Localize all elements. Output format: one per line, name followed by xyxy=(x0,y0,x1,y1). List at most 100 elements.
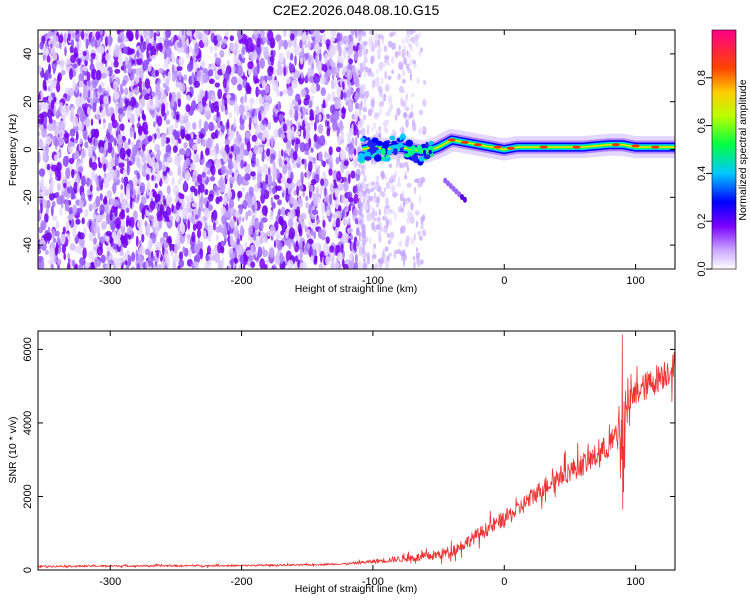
noise-speck-sparse xyxy=(368,212,372,221)
noise-speck xyxy=(99,204,105,215)
noise-speck xyxy=(184,115,188,124)
noise-speck xyxy=(120,184,124,191)
snr-series-line xyxy=(38,334,675,569)
noise-speck xyxy=(292,161,297,169)
noise-speck xyxy=(248,52,254,60)
noise-speck xyxy=(279,58,284,64)
noise-speck xyxy=(114,169,118,180)
noise-speck xyxy=(100,72,107,79)
noise-speck xyxy=(203,120,209,132)
noise-speck xyxy=(56,162,62,172)
noise-speck xyxy=(131,251,136,262)
noise-speck xyxy=(218,195,223,202)
spectrogram-signal-track xyxy=(352,128,675,203)
noise-speck xyxy=(282,164,288,174)
noise-speck xyxy=(103,163,107,173)
noise-speck xyxy=(288,238,292,250)
noise-speck xyxy=(233,55,239,65)
noise-speck xyxy=(288,227,295,240)
noise-speck xyxy=(197,184,201,195)
noise-speck xyxy=(179,83,186,93)
noise-speck xyxy=(158,68,165,74)
noise-speck xyxy=(103,176,110,182)
noise-speck xyxy=(271,201,276,210)
y-tick-label: -40 xyxy=(22,237,34,253)
noise-speck xyxy=(228,263,232,269)
noise-speck xyxy=(50,205,54,217)
noise-speck xyxy=(264,84,270,94)
noise-speck-sparse xyxy=(376,216,381,222)
noise-speck-sparse xyxy=(392,174,396,183)
noise-speck xyxy=(184,195,191,202)
noise-speck xyxy=(89,183,93,192)
noise-speck xyxy=(228,99,235,106)
noise-speck-sparse xyxy=(417,179,422,189)
track-turbulence xyxy=(428,149,432,155)
noise-speck xyxy=(112,182,117,195)
noise-speck xyxy=(177,138,182,144)
noise-speck xyxy=(107,161,112,172)
noise-speck xyxy=(317,135,320,145)
noise-speck xyxy=(347,44,354,56)
noise-speck-sparse xyxy=(421,214,426,222)
noise-speck xyxy=(148,31,155,38)
noise-speck xyxy=(124,97,129,109)
noise-speck xyxy=(109,209,113,221)
noise-speck xyxy=(51,124,54,132)
noise-speck xyxy=(47,31,54,37)
noise-speck xyxy=(70,191,75,200)
noise-speck-sparse xyxy=(385,119,390,126)
noise-speck-sparse xyxy=(384,84,390,92)
noise-speck xyxy=(248,150,253,160)
noise-speck xyxy=(334,226,339,239)
x-tick-label: -200 xyxy=(231,275,253,287)
noise-speck xyxy=(259,30,265,38)
noise-speck xyxy=(329,161,333,170)
noise-speck xyxy=(86,177,90,188)
noise-speck xyxy=(289,52,294,61)
noise-speck xyxy=(177,168,182,176)
noise-speck xyxy=(177,178,182,185)
noise-speck-sparse xyxy=(378,208,381,216)
noise-speck-sparse xyxy=(383,59,389,64)
y-tick-label: 6000 xyxy=(22,337,34,361)
noise-speck xyxy=(77,96,82,107)
noise-speck xyxy=(352,208,359,217)
noise-speck xyxy=(349,127,354,136)
noise-speck xyxy=(288,62,293,72)
noise-speck xyxy=(133,131,137,140)
noise-speck xyxy=(40,259,45,269)
noise-speck xyxy=(261,134,266,142)
noise-speck xyxy=(257,89,262,95)
y-tick-label: 4000 xyxy=(22,411,34,435)
noise-speck xyxy=(95,54,99,62)
noise-speck xyxy=(136,262,140,269)
noise-speck xyxy=(59,58,65,70)
track-turbulence xyxy=(423,149,426,156)
noise-speck xyxy=(48,117,53,124)
noise-speck xyxy=(155,81,161,92)
noise-speck-sparse xyxy=(370,188,374,193)
noise-speck xyxy=(335,156,340,165)
noise-speck xyxy=(74,264,78,269)
noise-speck-sparse xyxy=(365,90,370,96)
noise-speck xyxy=(65,220,70,231)
noise-speck xyxy=(265,173,269,185)
noise-speck-sparse xyxy=(359,35,362,41)
noise-speck-sparse xyxy=(403,202,405,208)
noise-speck xyxy=(73,181,78,194)
noise-speck xyxy=(310,120,314,126)
noise-speck xyxy=(168,215,174,222)
noise-speck xyxy=(247,209,252,217)
noise-speck-sparse xyxy=(357,30,362,36)
noise-speck xyxy=(99,193,103,201)
noise-speck xyxy=(253,116,258,124)
track-turbulence xyxy=(418,156,425,162)
noise-speck xyxy=(231,76,238,86)
noise-speck xyxy=(321,32,326,45)
noise-speck xyxy=(40,70,44,77)
noise-speck xyxy=(142,121,148,134)
noise-speck xyxy=(118,162,125,168)
noise-speck xyxy=(353,241,357,251)
noise-speck xyxy=(297,223,302,234)
